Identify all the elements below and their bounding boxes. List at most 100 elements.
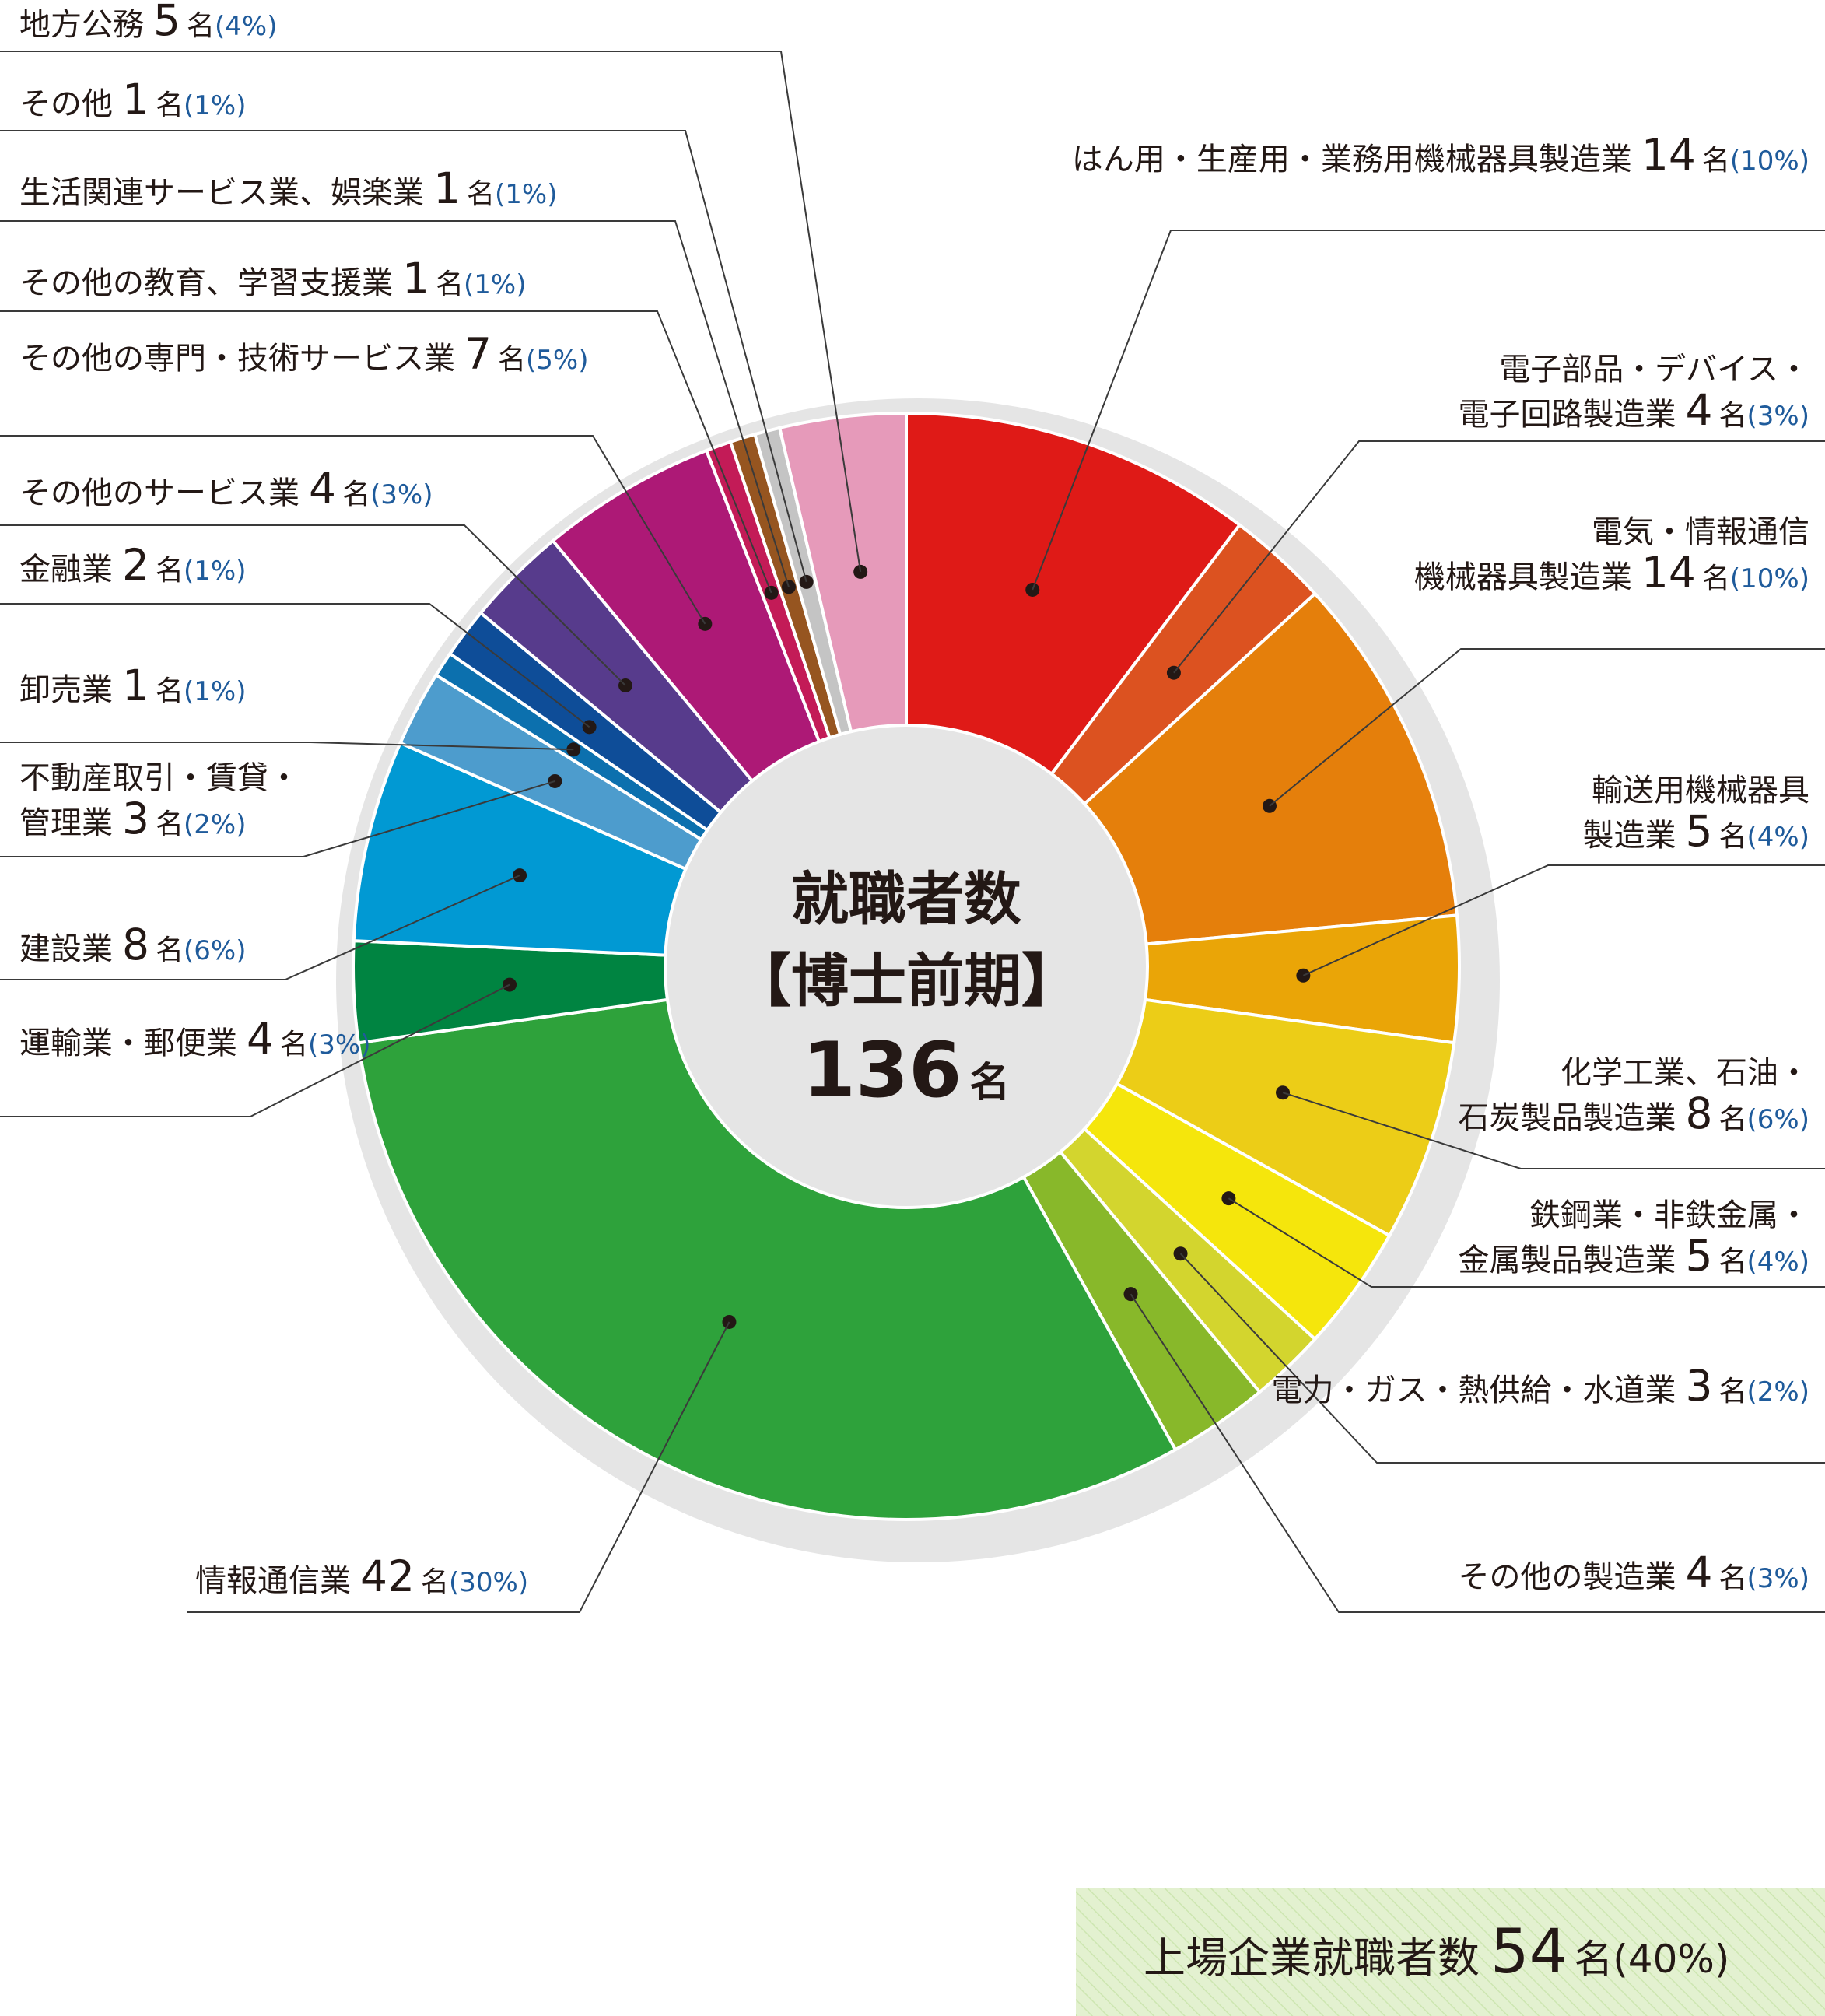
slice-label-text: 建設業 [19, 931, 113, 967]
slice-label: 地方公務 5 名(4%) [19, 0, 277, 45]
slice-value: 3 [1686, 1361, 1713, 1411]
leader-line [0, 130, 807, 583]
center-total-value: 136 [803, 1026, 962, 1115]
leader-line [1228, 1197, 1825, 1288]
slice-unit: 名 [1702, 563, 1730, 594]
slice-unit: 名 [156, 89, 184, 121]
slice-unit: 名 [156, 934, 184, 966]
slice-label: 電力・ガス・熱供給・水道業 3 名(2%) [1272, 1361, 1809, 1411]
slice-label: 卸売業 1 名(1%) [19, 661, 246, 710]
slice-unit: 名 [1719, 1562, 1747, 1594]
slice-label: 金融業 2 名(1%) [19, 540, 246, 590]
center-title-line1: 就職者数 [791, 866, 1021, 933]
slice-unit: 名 [1702, 145, 1730, 177]
summary-unit: 名 [1574, 1937, 1613, 1982]
slice-value: 5 [1686, 1231, 1713, 1281]
slice-percent: (1%) [495, 179, 557, 210]
slice-label-text: 電力・ガス・熱供給・水道業 [1272, 1373, 1676, 1408]
pie-slice [356, 997, 1178, 1521]
leader-line [0, 310, 772, 594]
leader-line [0, 51, 862, 573]
slice-value: 8 [122, 920, 149, 969]
leader-line [1130, 1293, 1825, 1613]
pie-slice [905, 411, 1242, 777]
center-total: 就職者数 【博士前期】 136 名 [734, 866, 1079, 1115]
slice-percent: (3%) [308, 1029, 370, 1061]
leader-line [1302, 864, 1825, 976]
leader-line [0, 220, 790, 587]
slice-label-text: はん用・生産用・業務用機械器具製造業 [1072, 142, 1632, 177]
slice-value: 4 [247, 1014, 274, 1064]
slice-value: 1 [122, 75, 149, 124]
slice-percent: (10%) [1730, 146, 1809, 177]
slice-unit: 名 [498, 344, 526, 376]
slice-percent: (3%) [370, 479, 433, 510]
summary-value: 54 [1490, 1917, 1568, 1987]
slice-unit: 名 [1719, 821, 1747, 853]
slice-percent: (3%) [1747, 1563, 1809, 1594]
slice-value: 5 [1686, 806, 1713, 856]
slice-unit: 名 [156, 555, 184, 587]
slice-percent: (6%) [1747, 1104, 1809, 1135]
slice-percent: (4%) [1747, 822, 1809, 853]
slice-unit: 名 [1719, 1246, 1747, 1278]
slice-percent: (6%) [184, 935, 246, 966]
slice-unit: 名 [1719, 1103, 1747, 1135]
slice-label-text: 卸売業 [19, 672, 113, 708]
slice-unit: 名 [156, 808, 184, 840]
slice-label: 生活関連サービス業、娯楽業 1 名(1%) [19, 163, 557, 213]
slice-label: 電気・情報通信機械器具製造業 14 名(10%) [1414, 514, 1809, 598]
slice-percent: (1%) [184, 676, 246, 707]
leader-line [0, 435, 706, 625]
leader-line [187, 1321, 730, 1613]
leader-line [0, 780, 555, 857]
pie-slice [777, 411, 908, 734]
center-total-value-line: 136 名 [803, 1026, 1011, 1115]
slice-label: その他の教育、学習支援業 1 名(1%) [19, 254, 526, 303]
leader-line [1269, 648, 1825, 807]
slice-percent: (4%) [1747, 1246, 1809, 1278]
slice-unit: 名 [1719, 1376, 1747, 1408]
summary-box: 上場企業就職者数 54 名(40%) [1076, 1888, 1825, 2016]
slice-label-text: その他の教育、学習支援業 [19, 265, 393, 301]
slice-percent: (10%) [1730, 563, 1809, 594]
slice-label-text: 石炭製品製造業 [1459, 1100, 1676, 1136]
slice-label: 不動産取引・賃貸・管理業 3 名(2%) [19, 760, 299, 843]
donut-slices [352, 411, 1461, 1521]
slice-label-text: 電子部品・デバイス・ [1499, 352, 1809, 387]
slice-percent: (5%) [526, 345, 588, 376]
leader-line [0, 983, 510, 1117]
pie-slice [1082, 591, 1459, 946]
leader-line [0, 603, 590, 728]
slice-label-text: 生活関連サービス業、娯楽業 [19, 175, 424, 211]
slice-percent: (2%) [184, 809, 246, 840]
slice-label-text: 電子回路製造業 [1459, 397, 1676, 433]
slice-percent: (2%) [1747, 1376, 1809, 1408]
slice-labels: はん用・生産用・業務用機械器具製造業 14 名(10%)電子部品・デバイス・電子回路… [19, 0, 1809, 1601]
slice-label: 化学工業、石油・石炭製品製造業 8 名(6%) [1459, 1055, 1809, 1138]
slice-percent: (1%) [184, 90, 246, 121]
slice-unit: 名 [342, 479, 370, 510]
slice-value: 8 [1686, 1089, 1713, 1138]
slice-value: 5 [153, 0, 180, 45]
slice-unit: 名 [187, 10, 215, 42]
slice-label: その他の製造業 4 名(3%) [1459, 1548, 1809, 1597]
leader-line [1032, 230, 1825, 591]
slice-label-text: 化学工業、石油・ [1561, 1055, 1809, 1091]
slice-label-text: 情報通信業 [195, 1563, 351, 1599]
slice-label-text: その他の専門・技術サービス業 [19, 341, 455, 377]
slice-value: 42 [360, 1551, 415, 1601]
slice-label-text: 電気・情報通信 [1592, 514, 1809, 550]
summary-background [1076, 1888, 1825, 2016]
leader-line [0, 875, 520, 980]
leader-lines [0, 51, 1825, 1613]
slice-label-text: 鉄鋼業・非鉄金属・ [1529, 1197, 1809, 1233]
slice-label-text: 金融業 [19, 552, 113, 587]
slice-unit: 名 [1719, 400, 1747, 432]
summary-line: 上場企業就職者数 54 名(40%) [1144, 1917, 1729, 1987]
slice-label-text: 金属製品製造業 [1459, 1243, 1676, 1278]
slice-value: 1 [402, 254, 429, 303]
slice-label: その他の専門・技術サービス業 7 名(5%) [19, 329, 588, 379]
leader-line [0, 742, 574, 751]
